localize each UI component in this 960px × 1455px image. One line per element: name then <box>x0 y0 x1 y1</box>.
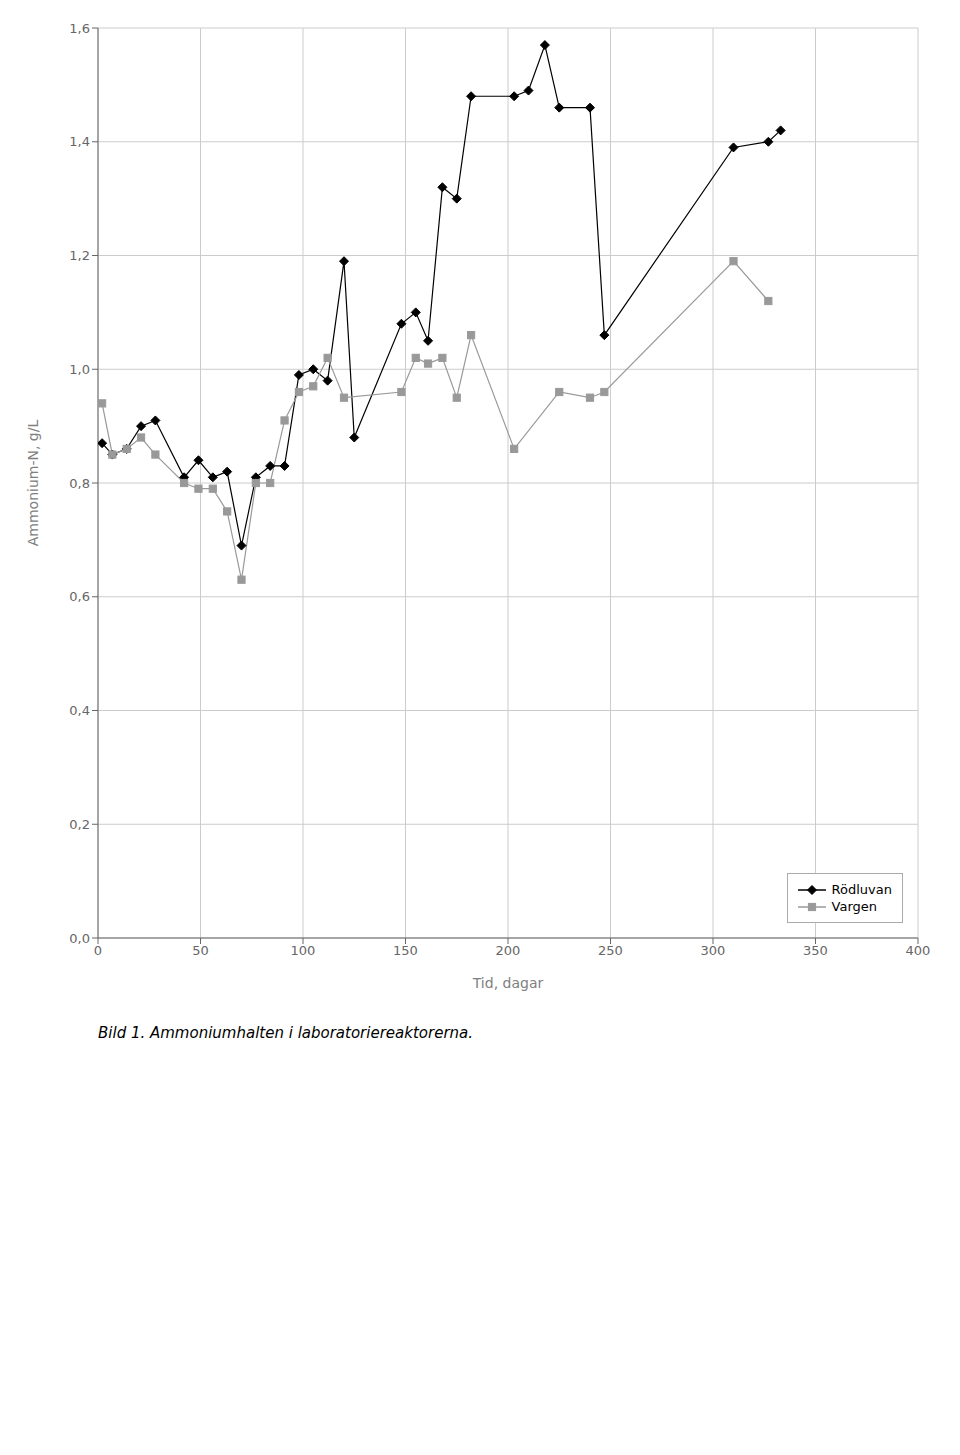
html-text:Rödluvan: Rödluvan <box>831 882 892 897</box>
svg-text:0,0: 0,0 <box>69 931 90 946</box>
svg-text:1,6: 1,6 <box>69 21 90 36</box>
svg-text:50: 50 <box>192 943 209 958</box>
svg-text:0,2: 0,2 <box>69 817 90 832</box>
svg-text:0,6: 0,6 <box>69 589 90 604</box>
svg-text:300: 300 <box>701 943 726 958</box>
svg-text:250: 250 <box>598 943 623 958</box>
svg-text:1,0: 1,0 <box>69 362 90 377</box>
html-text:Bild 1. Ammoniumhalten i labor: Bild 1. Ammoniumhalten i laboratoriereak… <box>98 1024 473 1042</box>
svg-text:150: 150 <box>393 943 418 958</box>
svg-text:1,2: 1,2 <box>69 248 90 263</box>
svg-text:Ammonium-N, g/L: Ammonium-N, g/L <box>25 420 41 547</box>
svg-text:100: 100 <box>291 943 316 958</box>
svg-text:350: 350 <box>803 943 828 958</box>
svg-text:400: 400 <box>906 943 931 958</box>
svg-text:0,8: 0,8 <box>69 476 90 491</box>
svg-text:1,4: 1,4 <box>69 134 90 149</box>
html-text:Vargen: Vargen <box>831 899 878 914</box>
svg-text:0,4: 0,4 <box>69 703 90 718</box>
svg-text:0: 0 <box>94 943 102 958</box>
svg-text:Tid, dagar: Tid, dagar <box>472 975 544 991</box>
svg-text:200: 200 <box>496 943 521 958</box>
